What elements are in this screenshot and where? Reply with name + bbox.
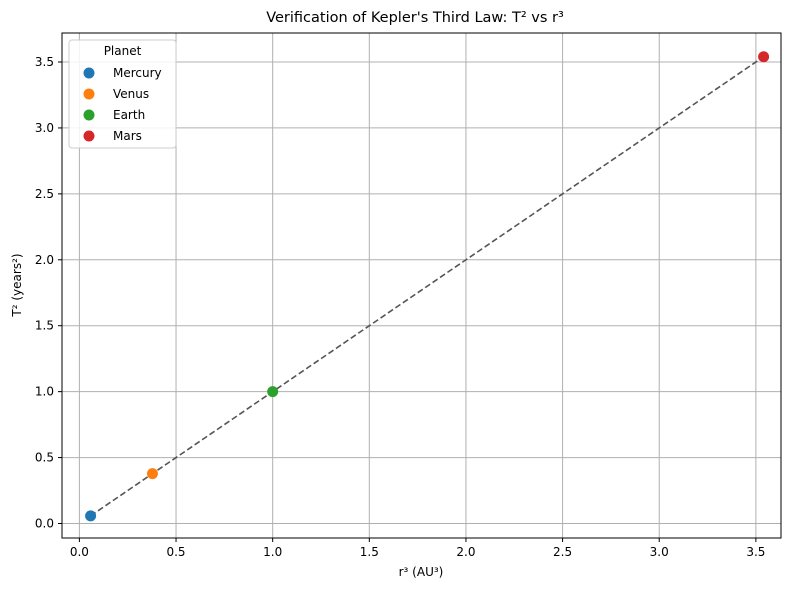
y-axis: 0.0 0.5 1.0 1.5 2.0 2.5 3.0 3.5: [35, 55, 62, 530]
chart-title: Verification of Kepler's Third Law: T² v…: [266, 10, 564, 26]
y-tick-label: 3.5: [35, 55, 54, 69]
legend-label-mars: Mars: [113, 129, 142, 143]
legend-marker-mercury: [83, 67, 95, 79]
legend-box: [68, 39, 177, 149]
point-venus: [146, 468, 158, 480]
legend-marker-earth: [83, 109, 95, 121]
legend-marker-venus: [83, 88, 95, 100]
point-mercury: [85, 510, 97, 522]
x-tick-label: 3.5: [746, 545, 765, 559]
data-points: [85, 51, 770, 522]
plot-frame: [61, 32, 782, 539]
x-axis-title: r³ (AU³): [399, 565, 444, 579]
point-earth: [267, 386, 279, 398]
x-axis: 0.0 0.5 1.0 1.5 2.0 2.5 3.0 3.5: [70, 538, 765, 559]
fit-line: [90, 56, 765, 517]
legend-label-earth: Earth: [113, 108, 145, 122]
y-tick-label: 1.0: [35, 385, 54, 399]
x-tick-label: 3.0: [650, 545, 669, 559]
x-tick-label: 0.5: [166, 545, 185, 559]
y-tick-label: 3.0: [35, 121, 54, 135]
x-tick-label: 2.5: [553, 545, 572, 559]
y-tick-label: 0.5: [35, 451, 54, 465]
legend-marker-mars: [83, 130, 95, 142]
y-tick-label: 1.5: [35, 319, 54, 333]
x-tick-label: 0.0: [70, 545, 89, 559]
x-tick-label: 2.0: [456, 545, 475, 559]
point-mars: [758, 51, 770, 63]
fit-line-group: [90, 56, 765, 517]
legend-title: Planet: [104, 44, 142, 58]
legend-label-venus: Venus: [113, 87, 149, 101]
y-tick-label: 2.0: [35, 253, 54, 267]
grid: [62, 33, 781, 538]
x-tick-label: 1.0: [263, 545, 282, 559]
legend: Planet Mercury Venus Earth Mars: [68, 39, 177, 149]
y-tick-label: 0.0: [35, 516, 54, 530]
x-tick-label: 1.5: [360, 545, 379, 559]
y-tick-label: 2.5: [35, 187, 54, 201]
legend-label-mercury: Mercury: [113, 66, 162, 80]
y-axis-title: T² (years²): [10, 253, 24, 317]
